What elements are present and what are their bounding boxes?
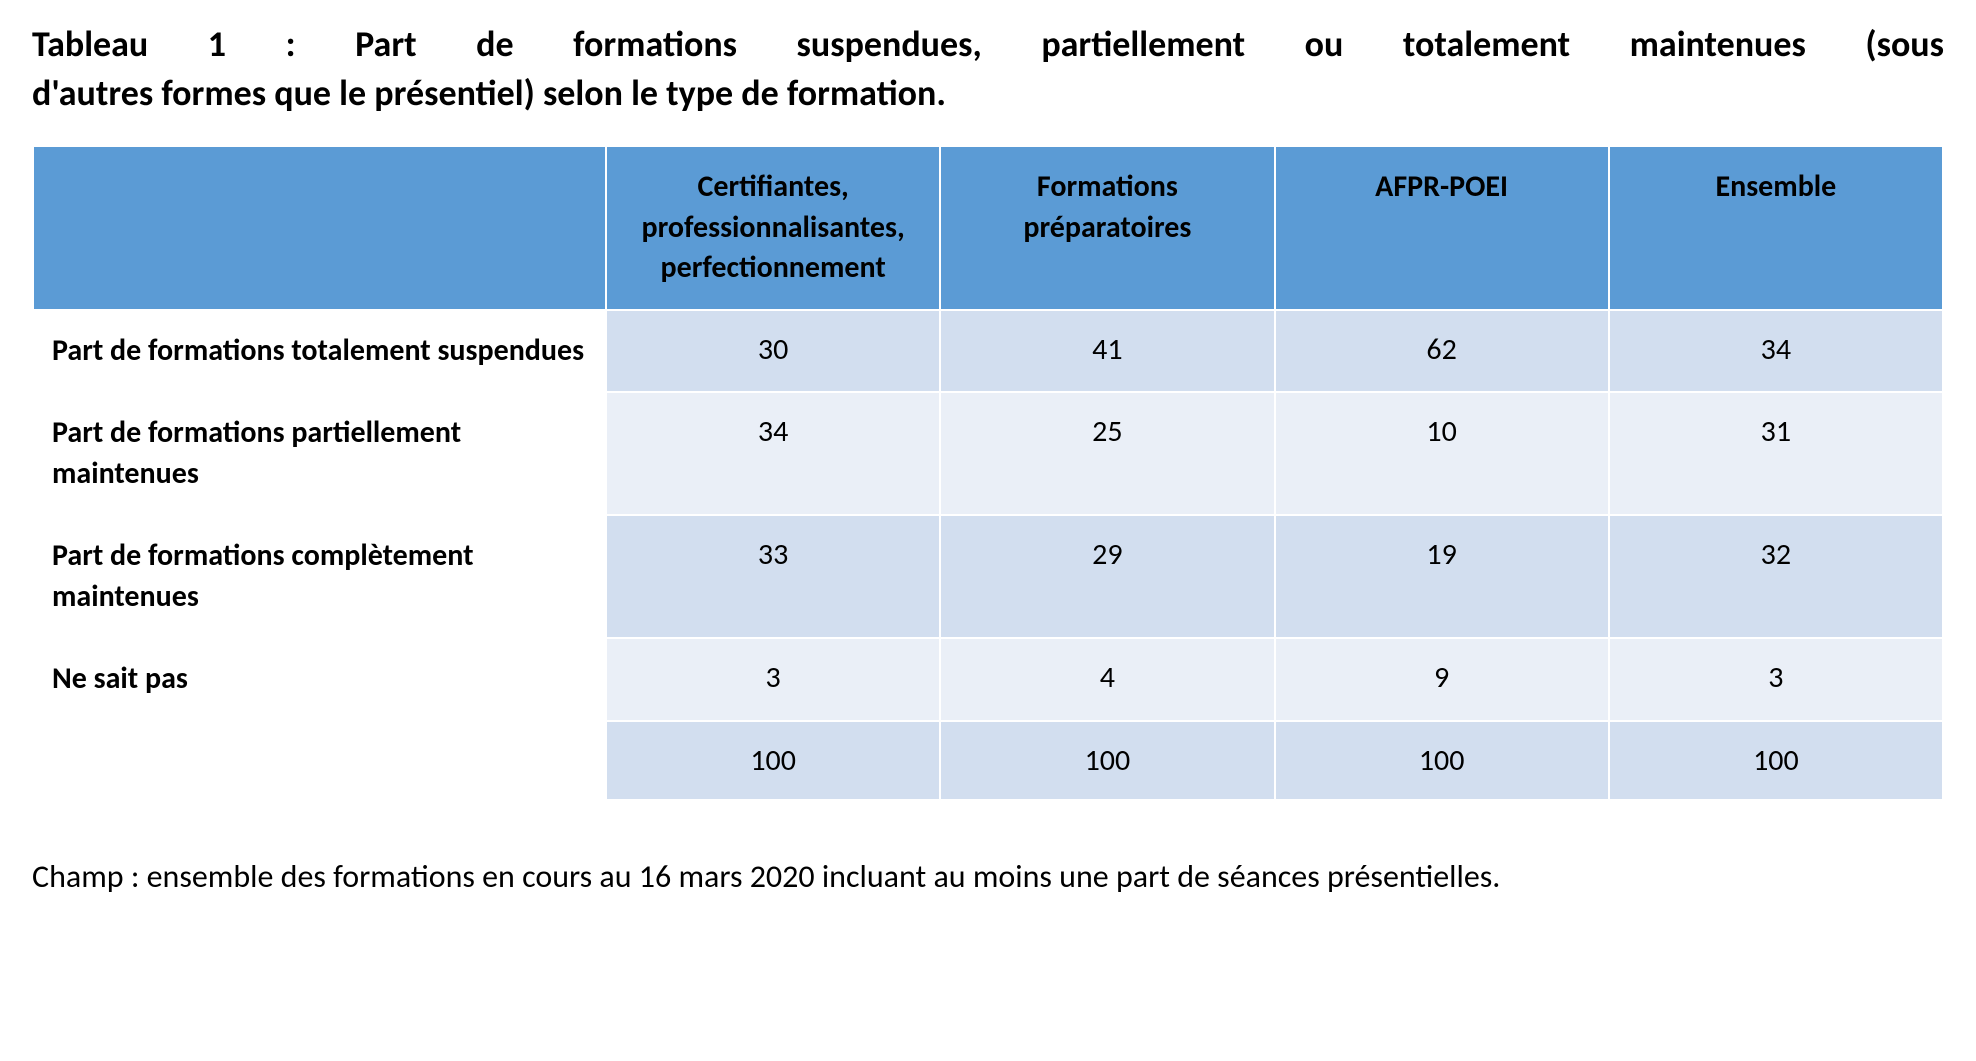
col-header-afpr-poei: AFPR-POEI — [1275, 146, 1609, 310]
cell: 30 — [606, 310, 940, 393]
col-header-ensemble: Ensemble — [1609, 146, 1943, 310]
table-row-total: 100 100 100 100 — [33, 721, 1943, 800]
table-footnote: Champ : ensemble des formations en cours… — [32, 857, 1944, 896]
table-row: Part de formations complètement maintenu… — [33, 515, 1943, 638]
col-header-certifiantes: Certifiantes, professionnalisantes, perf… — [606, 146, 940, 310]
cell: 3 — [1609, 638, 1943, 721]
cell: 19 — [1275, 515, 1609, 638]
table-header-row: Certifiantes, professionnalisantes, perf… — [33, 146, 1943, 310]
cell: 41 — [940, 310, 1274, 393]
row-label — [33, 721, 606, 800]
cell: 34 — [1609, 310, 1943, 393]
cell: 10 — [1275, 392, 1609, 515]
cell: 33 — [606, 515, 940, 638]
title-line-1: Tableau 1 : Part de formations suspendue… — [32, 22, 1944, 66]
page: Tableau 1 : Part de formations suspendue… — [0, 0, 1976, 968]
cell: 25 — [940, 392, 1274, 515]
table-row: Ne sait pas 3 4 9 3 — [33, 638, 1943, 721]
title-line-2: d'autres formes que le présentiel) selon… — [32, 69, 1944, 118]
cell: 100 — [606, 721, 940, 800]
cell: 62 — [1275, 310, 1609, 393]
table-row: Part de formations totalement suspendues… — [33, 310, 1943, 393]
cell: 100 — [940, 721, 1274, 800]
cell: 29 — [940, 515, 1274, 638]
row-label: Part de formations totalement suspendues — [33, 310, 606, 393]
cell: 31 — [1609, 392, 1943, 515]
row-label: Part de formations partiellement mainten… — [33, 392, 606, 515]
cell: 100 — [1609, 721, 1943, 800]
data-table: Certifiantes, professionnalisantes, perf… — [32, 145, 1944, 801]
table-row: Part de formations partiellement mainten… — [33, 392, 1943, 515]
table-title: Tableau 1 : Part de formations suspendue… — [32, 20, 1944, 117]
cell: 9 — [1275, 638, 1609, 721]
table-container: Certifiantes, professionnalisantes, perf… — [32, 145, 1944, 801]
col-header-blank — [33, 146, 606, 310]
cell: 4 — [940, 638, 1274, 721]
cell: 3 — [606, 638, 940, 721]
row-label: Ne sait pas — [33, 638, 606, 721]
col-header-preparatoires: Formations préparatoires — [940, 146, 1274, 310]
cell: 32 — [1609, 515, 1943, 638]
cell: 100 — [1275, 721, 1609, 800]
cell: 34 — [606, 392, 940, 515]
row-label: Part de formations complètement maintenu… — [33, 515, 606, 638]
